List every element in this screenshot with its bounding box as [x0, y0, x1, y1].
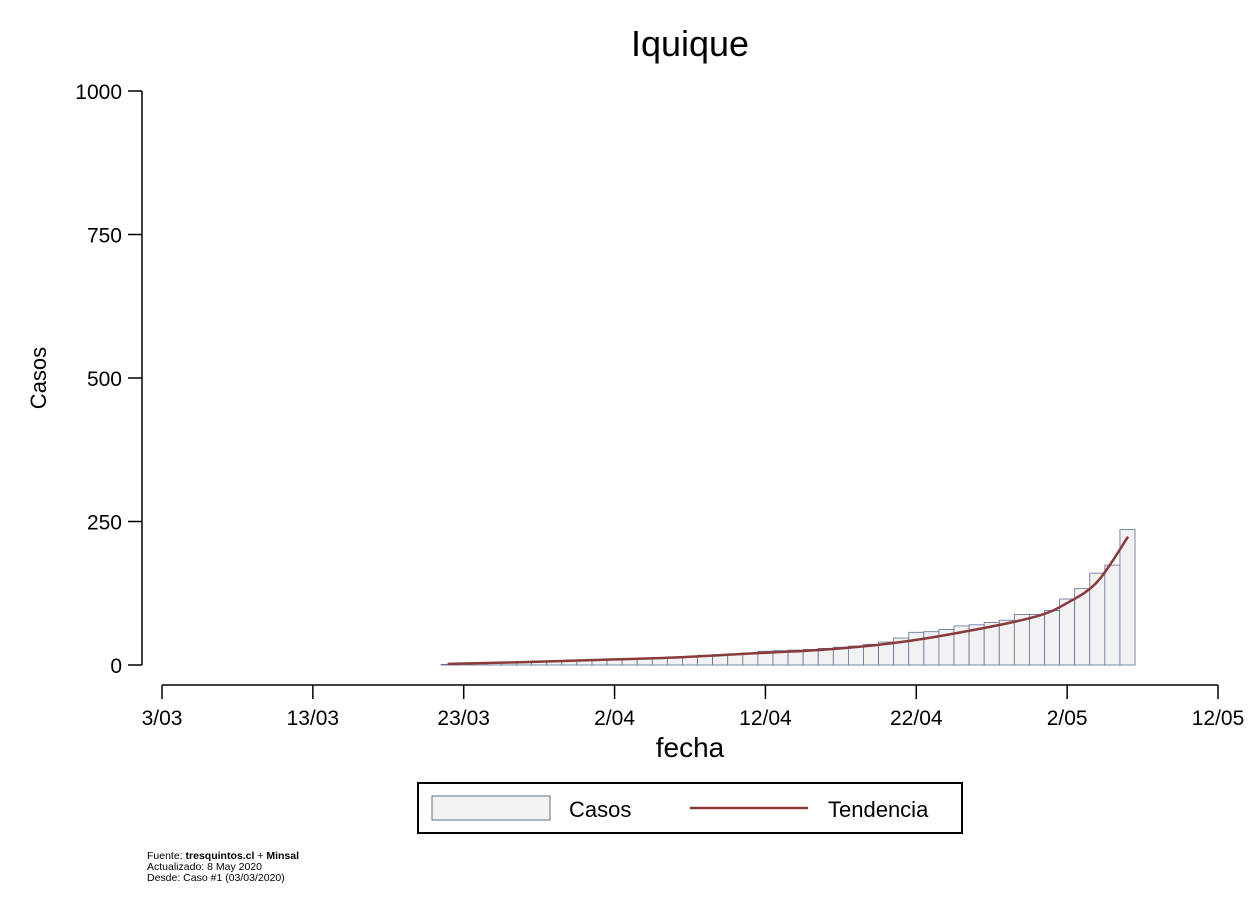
footer-since: Desde: Caso #1 (03/03/2020) [147, 872, 285, 884]
bar [1104, 564, 1121, 666]
bar [848, 645, 864, 666]
bar [1044, 610, 1060, 666]
chart-title: Iquique [631, 23, 749, 64]
x-tick-label: 13/03 [287, 707, 340, 730]
x-axis: 3/03 13/03 23/03 2/04 12/04 22/04 2/05 12/05 [142, 684, 1245, 730]
x-tick-label: 12/05 [1192, 707, 1245, 730]
y-tick-label: 750 [87, 225, 122, 248]
y-tick-label: 1000 [75, 81, 122, 104]
legend-swatch-casos [431, 795, 551, 821]
bar [1059, 598, 1076, 666]
y-tick-label: 250 [87, 512, 122, 535]
bars [440, 529, 1136, 666]
y-axis-label: Casos [26, 347, 51, 409]
footer-updated: Actualizado: 8 May 2020 [147, 861, 262, 873]
x-axis-label: fecha [656, 732, 725, 763]
footer-source-prefix: Fuente: [147, 850, 186, 862]
bar [863, 643, 879, 666]
bar [908, 631, 925, 666]
legend: Casos Tendencia [417, 782, 963, 834]
bar [998, 619, 1015, 666]
footer-notes: Fuente: tresquintos.cl + Minsal Actualiz… [147, 851, 299, 884]
footer-source-org: Minsal [266, 850, 300, 862]
bar [1029, 614, 1045, 666]
x-tick-label: 22/04 [890, 707, 943, 730]
y-tick-label: 500 [87, 368, 122, 391]
footer-source-site: tresquintos.cl [185, 850, 255, 862]
footer-source: Fuente: tresquintos.cl + Minsal [147, 851, 299, 862]
footer-source-sep: + [254, 850, 267, 862]
x-tick-label: 2/04 [594, 707, 635, 730]
x-tick-label: 3/03 [142, 707, 183, 730]
x-tick-label: 2/05 [1047, 707, 1088, 730]
x-tick-label: 12/04 [739, 707, 792, 730]
y-tick-label: 0 [110, 655, 122, 678]
trend-line-group [447, 536, 1129, 666]
x-tick-label: 23/03 [437, 707, 490, 730]
bar [1074, 588, 1091, 666]
y-axis: 0 250 500 750 1000 [75, 81, 143, 678]
legend-label-tendencia: Tendencia [828, 797, 929, 822]
trend-line [447, 536, 1129, 666]
bar [1119, 529, 1136, 666]
bar [983, 622, 1000, 666]
legend-label-casos: Casos [569, 797, 631, 822]
